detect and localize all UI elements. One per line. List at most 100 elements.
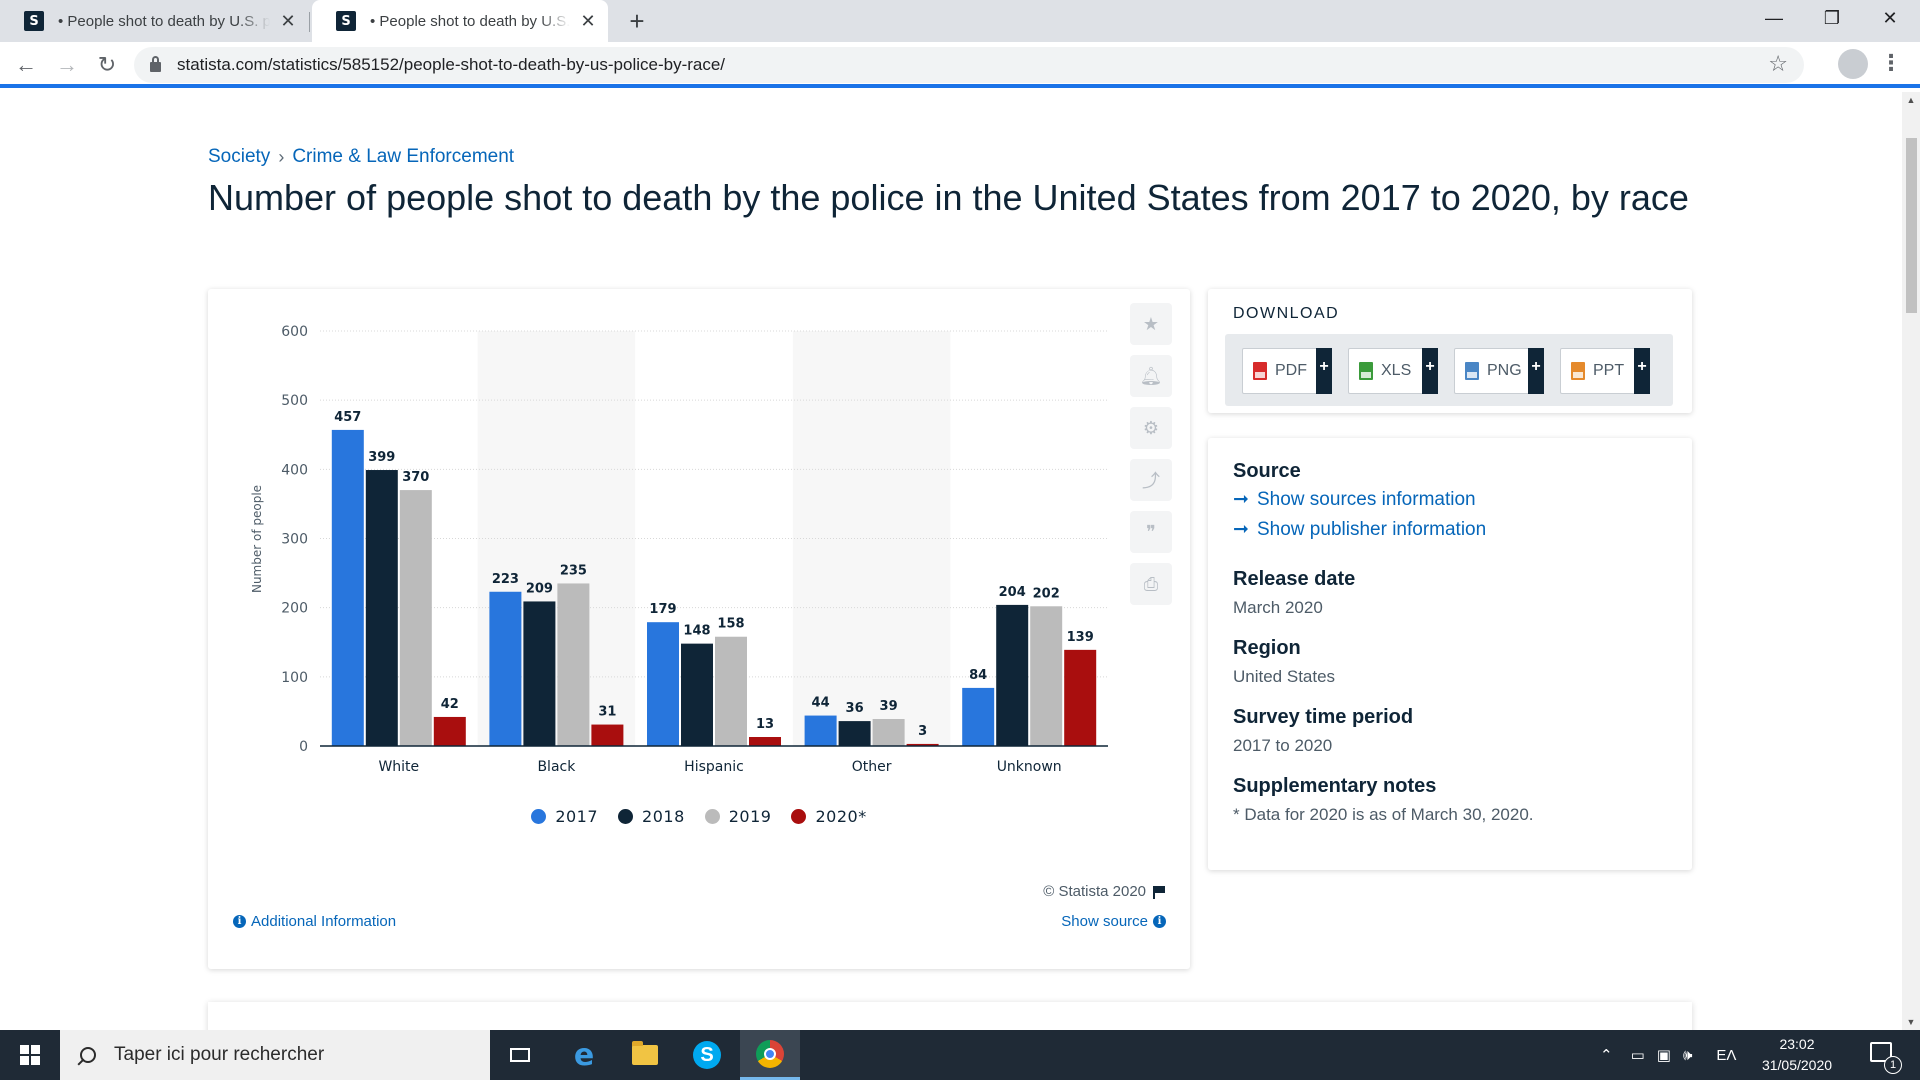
battery-icon[interactable]: ▭	[1630, 1047, 1645, 1064]
legend-label: 2017	[555, 807, 599, 826]
legend-item-2019[interactable]: 2019	[704, 807, 772, 826]
bar-white-2019	[399, 490, 432, 746]
taskbar-clock[interactable]: 23:02 31/05/2020	[1752, 1034, 1842, 1076]
report-flag-icon[interactable]	[1152, 885, 1166, 899]
download-title: DOWNLOAD	[1233, 305, 1340, 322]
bar-hispanic-2017	[647, 622, 679, 746]
page-scrollbar[interactable]: ▲ ▼	[1902, 92, 1920, 1030]
close-tab-icon[interactable]: ✕	[580, 10, 596, 31]
notification-bell-icon[interactable]: 🔔︎	[1130, 355, 1172, 397]
action-center-icon[interactable]	[1870, 1042, 1892, 1062]
download-png-button[interactable]: PNG +	[1454, 348, 1544, 394]
legend-item-2018[interactable]: 2018	[618, 807, 685, 826]
copyright-text: © Statista 2020	[1043, 883, 1146, 900]
lock-icon[interactable]	[150, 56, 161, 72]
png-file-icon	[1465, 362, 1479, 380]
search-placeholder: Taper ici pour rechercher	[114, 1044, 325, 1065]
bar-black-2017	[489, 591, 522, 746]
data-label: 44	[812, 696, 830, 711]
legend-dot-icon	[531, 809, 547, 824]
folder-icon	[632, 1041, 658, 1065]
chrome-button[interactable]	[740, 1030, 800, 1080]
system-tray: ⌃ ▭ ▣ 🕪︎ EΛ	[1600, 1030, 1736, 1080]
show-sources-link[interactable]: ➞ Show sources information	[1233, 488, 1476, 511]
legend-dot-icon	[704, 809, 720, 824]
arrow-right-icon: ➞	[1233, 519, 1249, 540]
additional-information-link[interactable]: i Additional Information	[233, 913, 396, 930]
show-source-label: Show source	[1061, 913, 1148, 930]
data-label: 457	[334, 410, 361, 425]
bar-other-2018	[838, 721, 871, 746]
show-source-link[interactable]: Show source i	[1061, 913, 1166, 930]
breadcrumb-crime-law[interactable]: Crime & Law Enforcement	[292, 146, 515, 167]
back-button[interactable]: ←	[15, 52, 37, 77]
edge-icon: e	[573, 1037, 595, 1073]
address-bar[interactable]: statista.com/statistics/585152/people-sh…	[134, 47, 1804, 83]
clock-date: 31/05/2020	[1761, 1057, 1833, 1073]
window-close-button[interactable]: ✕	[1882, 7, 1898, 28]
quote-icon[interactable]: ❞	[1130, 511, 1172, 553]
y-tick-label: 500	[281, 393, 308, 409]
bar-white-2018	[365, 470, 398, 746]
favorite-star-icon[interactable]: ★	[1130, 303, 1172, 345]
download-ppt-button[interactable]: PPT +	[1560, 348, 1650, 394]
y-tick-label: 200	[281, 601, 308, 617]
volume-icon[interactable]: 🕪︎	[1682, 1046, 1693, 1064]
bar-unknown-2020	[1064, 649, 1097, 746]
category-band	[792, 331, 951, 746]
data-label: 204	[999, 585, 1026, 600]
show-hidden-icons-icon[interactable]: ⌃	[1600, 1047, 1613, 1064]
task-view-button[interactable]	[490, 1030, 550, 1080]
tab-separator	[309, 12, 310, 32]
forward-button[interactable]: →	[56, 52, 78, 77]
browser-menu-icon[interactable]: ⋮	[1880, 50, 1902, 75]
reload-button[interactable]: ↻	[97, 52, 117, 77]
new-tab-button[interactable]: +	[629, 5, 645, 36]
print-icon[interactable]: ⎙	[1130, 563, 1172, 605]
browser-tab-bar: S • People shot to death by U.S. police …	[0, 0, 1920, 42]
legend-label: 2019	[728, 807, 772, 826]
scroll-thumb[interactable]	[1906, 138, 1917, 313]
scroll-up-arrow-icon[interactable]: ▲	[1906, 95, 1916, 105]
profile-avatar[interactable]	[1838, 49, 1868, 79]
breadcrumb-society[interactable]: Society	[208, 146, 271, 167]
download-xls-button[interactable]: XLS +	[1348, 348, 1438, 394]
network-icon[interactable]: ▣	[1656, 1047, 1671, 1064]
statista-favicon-icon: S	[24, 11, 44, 31]
show-publisher-link[interactable]: ➞ Show publisher information	[1233, 518, 1486, 541]
start-button[interactable]	[0, 1030, 60, 1080]
browser-tab-2-active[interactable]: S • People shot to death by U.S. police …	[312, 0, 608, 42]
task-view-icon	[510, 1048, 530, 1062]
share-icon[interactable]: ⤴	[1130, 459, 1172, 501]
plus-icon: +	[1634, 348, 1650, 394]
notification-count-badge: 1	[1884, 1056, 1902, 1074]
language-indicator[interactable]: EΛ	[1716, 1046, 1737, 1064]
skype-button[interactable]: S	[677, 1030, 737, 1080]
data-label: 31	[598, 705, 616, 720]
legend-label: 2020*	[815, 807, 867, 826]
legend-item-2020[interactable]: 2020*	[791, 807, 866, 826]
scroll-down-arrow-icon[interactable]: ▼	[1906, 1017, 1916, 1027]
pdf-file-icon	[1253, 362, 1267, 380]
download-pdf-button[interactable]: PDF +	[1242, 348, 1332, 394]
survey-period-value: 2017 to 2020	[1233, 736, 1333, 755]
y-tick-label: 600	[281, 324, 308, 340]
browser-tab-1[interactable]: S • People shot to death by U.S. police …	[0, 0, 308, 42]
bookmark-star-icon[interactable]: ☆	[1768, 51, 1788, 76]
edge-browser-button[interactable]: e	[554, 1030, 614, 1080]
close-tab-icon[interactable]: ✕	[280, 10, 296, 31]
taskbar-search-box[interactable]: Taper ici pour rechercher	[60, 1030, 490, 1080]
url-text[interactable]: statista.com/statistics/585152/people-sh…	[177, 55, 726, 74]
x-tick-label: White	[378, 759, 419, 775]
bar-black-2018	[523, 601, 556, 746]
data-label: 223	[492, 572, 519, 587]
maximize-button[interactable]: ❐	[1823, 7, 1841, 28]
plus-icon: +	[1422, 348, 1438, 394]
legend-item-2017[interactable]: 2017	[531, 807, 598, 826]
region-heading: Region	[1233, 637, 1301, 659]
minimize-button[interactable]: —	[1765, 7, 1783, 28]
data-label: 3	[918, 724, 927, 739]
data-label: 36	[846, 701, 864, 716]
file-explorer-button[interactable]	[615, 1030, 675, 1080]
settings-gear-icon[interactable]: ⚙	[1130, 407, 1172, 449]
